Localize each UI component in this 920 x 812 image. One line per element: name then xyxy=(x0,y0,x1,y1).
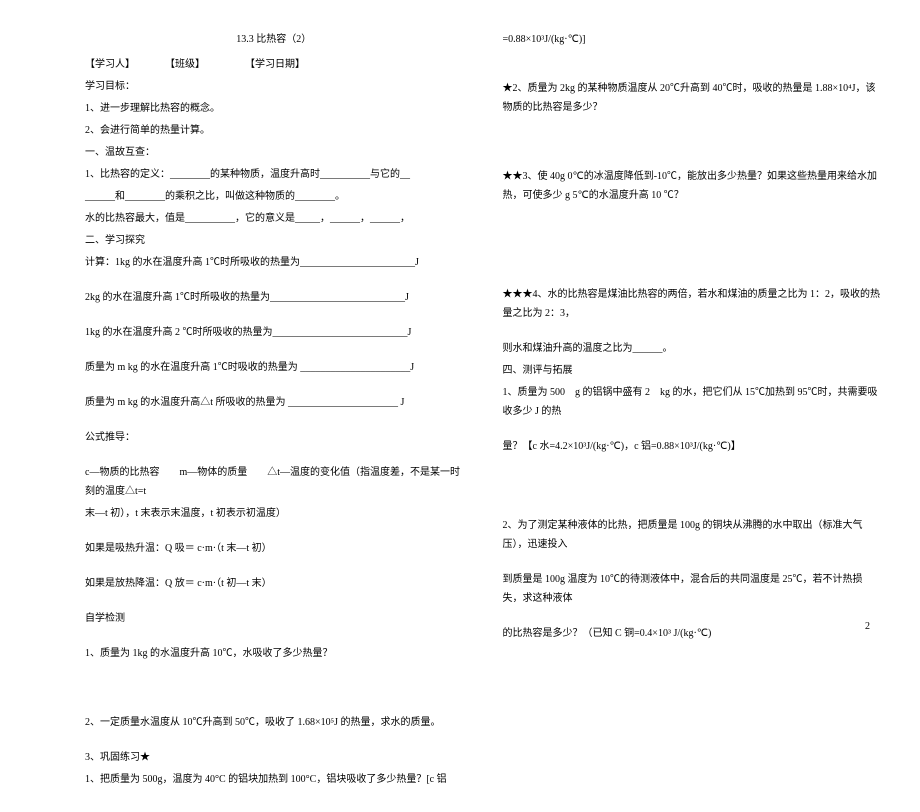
page-number: 2 xyxy=(865,621,870,632)
calc-1: 计算：1kg 的水在温度升高 1℃时所吸收的热量为_______________… xyxy=(85,253,463,272)
goal-1: 1、进一步理解比热容的概念。 xyxy=(85,99,463,118)
left-column: 13.3 比热容（2） 【学习人】 【班级】 【学习日期】 学习目标： 1、进一… xyxy=(85,30,463,792)
date-label: 【学习日期】 xyxy=(245,59,305,70)
header-row: 【学习人】 【班级】 【学习日期】 xyxy=(85,55,463,74)
class-label: 【班级】 xyxy=(165,59,205,70)
calc-5: 质量为 m kg 的水温度升高△t 所吸收的热量为 ______________… xyxy=(85,393,463,412)
ext-2c: 的比热容是多少？（已知 C 铜=0.4×10³ J/(kg·℃) xyxy=(503,624,881,643)
document-title: 13.3 比热容（2） xyxy=(85,30,463,49)
formula-2: 末—t 初），t 末表示末温度，t 初表示初温度） xyxy=(85,504,463,523)
right-column: =0.88×10³J/(kg·℃)] ★2、质量为 2kg 的某种物质温度从 2… xyxy=(503,30,881,792)
self-test-1: 1、质量为 1kg 的水温度升高 10℃，水吸收了多少热量？ xyxy=(85,644,463,663)
ext-1a: 1、质量为 500 g 的铝锅中盛有 2 kg 的水，把它们从 15℃加热到 9… xyxy=(503,383,881,421)
self-test-label: 自学检测 xyxy=(85,609,463,628)
calc-2: 2kg 的水在温度升高 1℃时所吸收的热量为__________________… xyxy=(85,288,463,307)
goals-label: 学习目标： xyxy=(85,77,463,96)
ext-2b: 到质量是 100g 温度为 10℃的待测液体中，混合后的共同温度是 25℃，若不… xyxy=(503,570,881,608)
self-test-2: 2、一定质量水温度从 10℃升高到 50℃，吸收了 1.68×10⁵J 的热量，… xyxy=(85,713,463,732)
right-top: =0.88×10³J/(kg·℃)] xyxy=(503,30,881,49)
s1-line-1b: ______和________的乘积之比，叫做这种物质的________。 xyxy=(85,187,463,206)
consolidate-1: 1、把质量为 500g，温度为 40°C 的铝块加热到 100°C，铝块吸收了多… xyxy=(85,770,463,789)
s1-line-1c: 水的比热容最大，值是__________，它的意义是_____，______，_… xyxy=(85,209,463,228)
calc-3: 1kg 的水在温度升高 2 ℃时所吸收的热量为_________________… xyxy=(85,323,463,342)
question-2: ★2、质量为 2kg 的某种物质温度从 20℃升高到 40℃时，吸收的热量是 1… xyxy=(503,79,881,117)
ext-1b: 量？【c 水=4.2×10³J/(kg·℃)，c 铝=0.88×10³J/(kg… xyxy=(503,437,881,456)
ext-2a: 2、为了测定某种液体的比热，把质量是 100g 的铜块从沸腾的水中取出（标准大气… xyxy=(503,516,881,554)
consolidate-label: 3、巩固练习★ xyxy=(85,748,463,767)
section1-label: 一、温故互查： xyxy=(85,143,463,162)
section4-label: 四、测评与拓展 xyxy=(503,361,881,380)
calc-4: 质量为 m kg 的水在温度升高 1℃时吸收的热量为 _____________… xyxy=(85,358,463,377)
learner-label: 【学习人】 xyxy=(85,59,135,70)
question-4b: 则水和煤油升高的温度之比为______。 xyxy=(503,339,881,358)
formula-label: 公式推导： xyxy=(85,428,463,447)
formula-1: c—物质的比热容 m—物体的质量 △t—温度的变化值（指温度差，不是某一时刻的温… xyxy=(85,463,463,501)
s1-line-1a: 1、比热容的定义：________的某种物质，温度升高时__________与它… xyxy=(85,165,463,184)
goal-2: 2、会进行简单的热量计算。 xyxy=(85,121,463,140)
question-4a: ★★★4、水的比热容是煤油比热容的两倍，若水和煤油的质量之比为 1：2，吸收的热… xyxy=(503,285,881,323)
formula-4: 如果是放热降温：Q 放＝ c·m·（t 初—t 末） xyxy=(85,574,463,593)
section2-label: 二、学习探究 xyxy=(85,231,463,250)
question-3: ★★3、使 40g 0℃的冰温度降低到-10℃，能放出多少热量？如果这些热量用来… xyxy=(503,167,881,205)
formula-3: 如果是吸热升温：Q 吸＝ c·m·（t 末—t 初） xyxy=(85,539,463,558)
